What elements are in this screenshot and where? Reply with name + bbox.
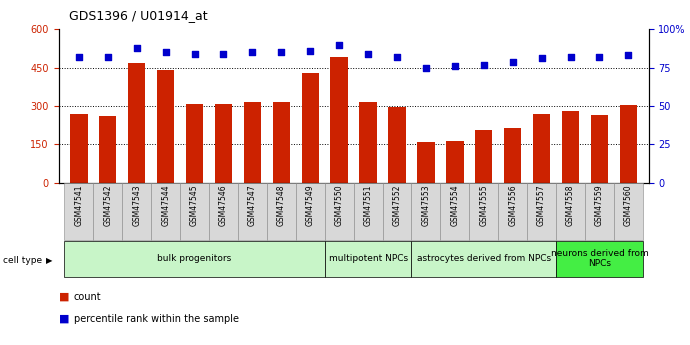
- Bar: [417, 142, 435, 183]
- Text: GDS1396 / U01914_at: GDS1396 / U01914_at: [69, 9, 208, 22]
- Point: [131, 45, 142, 50]
- Point: [478, 62, 489, 67]
- Text: astrocytes derived from NPCs: astrocytes derived from NPCs: [417, 254, 551, 263]
- Point: [507, 59, 518, 64]
- Text: GSM47543: GSM47543: [132, 185, 141, 226]
- Text: ▶: ▶: [46, 256, 52, 265]
- Bar: [64, 183, 93, 240]
- Bar: [128, 62, 146, 183]
- Bar: [331, 58, 348, 183]
- Bar: [180, 183, 209, 240]
- Text: percentile rank within the sample: percentile rank within the sample: [74, 314, 239, 324]
- Bar: [504, 128, 522, 183]
- Bar: [244, 102, 261, 183]
- Text: GSM47560: GSM47560: [624, 185, 633, 226]
- Bar: [64, 240, 325, 277]
- Text: GSM47542: GSM47542: [104, 185, 112, 226]
- Bar: [151, 183, 180, 240]
- Point: [594, 54, 605, 60]
- Text: GSM47552: GSM47552: [393, 185, 402, 226]
- Text: ■: ■: [59, 314, 69, 324]
- Text: GSM47545: GSM47545: [190, 185, 199, 226]
- Bar: [238, 183, 267, 240]
- Text: GSM47554: GSM47554: [451, 185, 460, 226]
- Text: count: count: [74, 292, 101, 302]
- Text: GSM47550: GSM47550: [335, 185, 344, 226]
- Bar: [325, 240, 411, 277]
- Bar: [562, 111, 579, 183]
- Point: [102, 54, 113, 60]
- Bar: [122, 183, 151, 240]
- Bar: [527, 183, 556, 240]
- Bar: [388, 107, 406, 183]
- Text: GSM47558: GSM47558: [566, 185, 575, 226]
- Bar: [267, 183, 296, 240]
- Bar: [302, 73, 319, 183]
- Bar: [382, 183, 411, 240]
- Bar: [469, 183, 498, 240]
- Point: [334, 42, 345, 48]
- Point: [449, 63, 460, 69]
- Bar: [591, 115, 608, 183]
- Text: GSM47541: GSM47541: [75, 185, 83, 226]
- Bar: [93, 183, 122, 240]
- Point: [623, 53, 634, 58]
- Bar: [446, 141, 464, 183]
- Bar: [157, 70, 175, 183]
- Text: GSM47556: GSM47556: [508, 185, 518, 226]
- Text: bulk progenitors: bulk progenitors: [157, 254, 232, 263]
- Bar: [215, 104, 232, 183]
- Point: [391, 54, 402, 60]
- Point: [73, 54, 84, 60]
- Point: [536, 56, 547, 61]
- Bar: [353, 183, 382, 240]
- Text: GSM47557: GSM47557: [537, 185, 546, 226]
- Point: [420, 65, 431, 70]
- Bar: [585, 183, 614, 240]
- Text: GSM47559: GSM47559: [595, 185, 604, 226]
- Text: GSM47547: GSM47547: [248, 185, 257, 226]
- Bar: [209, 183, 238, 240]
- Point: [565, 54, 576, 60]
- Text: cell type: cell type: [3, 256, 43, 265]
- Bar: [614, 183, 643, 240]
- Bar: [498, 183, 527, 240]
- Text: GSM47544: GSM47544: [161, 185, 170, 226]
- Text: GSM47548: GSM47548: [277, 185, 286, 226]
- Bar: [556, 240, 643, 277]
- Text: GSM47555: GSM47555: [480, 185, 489, 226]
- Bar: [620, 105, 637, 183]
- Bar: [296, 183, 325, 240]
- Point: [189, 51, 200, 57]
- Bar: [273, 102, 290, 183]
- Text: GSM47551: GSM47551: [364, 185, 373, 226]
- Bar: [533, 114, 551, 183]
- Point: [276, 50, 287, 55]
- Bar: [411, 183, 440, 240]
- Point: [247, 50, 258, 55]
- Bar: [99, 116, 117, 183]
- Point: [218, 51, 229, 57]
- Text: neurons derived from
NPCs: neurons derived from NPCs: [551, 249, 649, 268]
- Bar: [556, 183, 585, 240]
- Bar: [359, 102, 377, 183]
- Text: GSM47553: GSM47553: [422, 185, 431, 226]
- Bar: [325, 183, 354, 240]
- Bar: [475, 130, 493, 183]
- Bar: [70, 114, 88, 183]
- Text: ■: ■: [59, 292, 69, 302]
- Point: [362, 51, 373, 57]
- Text: GSM47549: GSM47549: [306, 185, 315, 226]
- Text: GSM47546: GSM47546: [219, 185, 228, 226]
- Point: [160, 50, 171, 55]
- Point: [305, 48, 316, 53]
- Text: multipotent NPCs: multipotent NPCs: [328, 254, 408, 263]
- Bar: [186, 104, 204, 183]
- Bar: [411, 240, 556, 277]
- Bar: [440, 183, 469, 240]
